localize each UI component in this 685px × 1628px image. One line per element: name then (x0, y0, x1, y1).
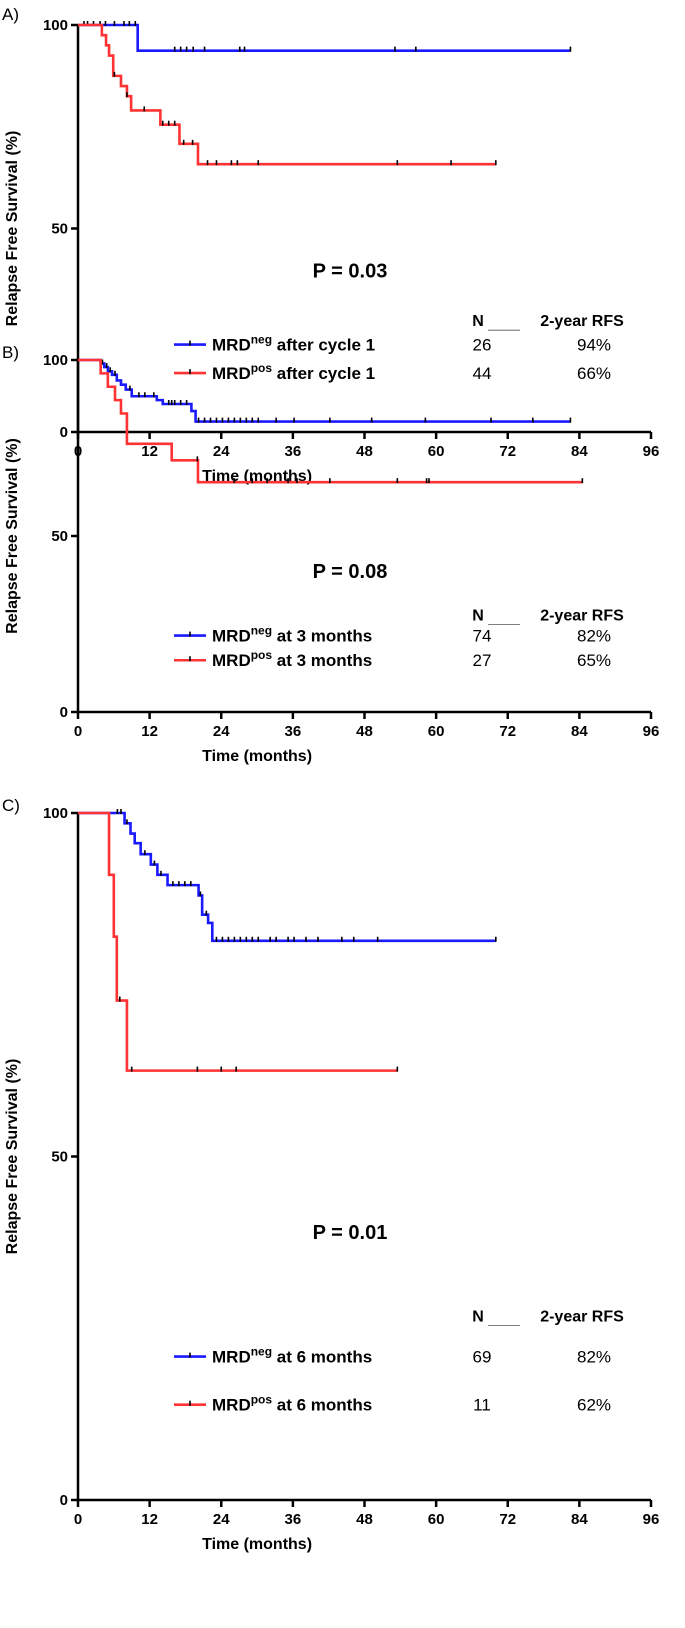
table-header-n: N (472, 1308, 484, 1325)
legend-rfs: 66% (577, 364, 611, 383)
km-curve-pos (78, 358, 583, 484)
y-tick-label: 50 (51, 221, 68, 238)
legend-n: 44 (473, 364, 492, 383)
legend-n: 27 (473, 651, 492, 670)
legend-rfs: 62% (577, 1396, 611, 1415)
x-tick-label: 72 (499, 443, 516, 460)
x-tick-label: 36 (285, 723, 302, 740)
series-neg (78, 21, 572, 52)
x-tick-label: 24 (213, 723, 230, 740)
legend-rfs: 94% (577, 336, 611, 355)
series-pos (78, 358, 584, 484)
y-tick-label: 100 (43, 352, 68, 369)
p-value: P = 0.08 (313, 561, 388, 583)
y-axis-title: Relapse Free Survival (%) (4, 1059, 21, 1255)
table-header-rfs: 2-year RFS (540, 607, 624, 624)
x-axis-title: Time (months) (202, 748, 312, 765)
y-tick-label: 0 (60, 1492, 68, 1509)
panel-label: B) (2, 343, 19, 362)
legend-label: MRDpos at 6 months (212, 1393, 372, 1415)
x-tick-label: 0 (74, 723, 82, 740)
x-axis-title: Time (months) (202, 1536, 312, 1553)
legend-n: 69 (473, 1348, 492, 1367)
x-tick-label: 12 (141, 1511, 158, 1528)
x-tick-label: 48 (356, 723, 373, 740)
legend-label: MRDneg after cycle 1 (212, 333, 375, 355)
p-value: P = 0.03 (313, 260, 388, 282)
x-tick-label: 96 (643, 723, 660, 740)
y-tick-label: 0 (60, 704, 68, 721)
legend-n: 11 (473, 1396, 491, 1415)
x-tick-label: 60 (428, 443, 445, 460)
panel-c: C) 0 50 100 0 12 24 36 48 60 72 84 96 Relapse Free Su… (2, 796, 659, 1553)
y-axis-title: Relapse Free Survival (%) (4, 438, 21, 634)
x-tick-label: 96 (643, 1511, 660, 1528)
series-pos (78, 811, 399, 1072)
legend-label: MRDpos at 3 months (212, 648, 372, 670)
panel-b: B) 0 50 100 0 12 24 36 48 60 72 84 96 Relapse Free Su… (2, 343, 659, 765)
p-value: P = 0.01 (313, 1222, 388, 1244)
x-tick-label: 84 (571, 723, 588, 740)
x-tick-label: 60 (428, 723, 445, 740)
x-tick-label: 12 (141, 443, 158, 460)
legend-item-neg: MRDneg at 3 months 74 82% (174, 624, 611, 646)
x-tick-label: 24 (213, 443, 230, 460)
y-tick-label: 50 (51, 1149, 68, 1166)
panel-label: C) (2, 796, 20, 815)
km-curve-pos (78, 811, 398, 1072)
km-curve-neg (78, 23, 571, 52)
y-tick-label: 100 (43, 17, 68, 34)
x-tick-label: 0 (74, 1511, 82, 1528)
y-tick-label: 0 (60, 424, 68, 441)
x-tick-label: 48 (356, 1511, 373, 1528)
table-header-rfs: 2-year RFS (540, 1308, 624, 1325)
table-header-n: N (472, 607, 484, 624)
legend-item-neg: MRDneg at 6 months 69 82% (174, 1345, 611, 1367)
x-tick-label: 60 (428, 1511, 445, 1528)
table-header-n: N (472, 313, 484, 330)
x-tick-label: 72 (499, 723, 516, 740)
series-neg (78, 809, 497, 943)
x-axis-title: Time (months) (202, 468, 312, 485)
series-pos (78, 23, 497, 166)
legend-label: MRDneg at 3 months (212, 624, 372, 646)
km-curve-pos (78, 23, 496, 166)
x-tick-label: 84 (571, 1511, 588, 1528)
x-tick-label: 72 (499, 1511, 516, 1528)
legend-item-pos: MRDpos at 6 months 11 62% (174, 1393, 611, 1415)
panel-label: A) (2, 5, 19, 24)
x-tick-label: 96 (643, 443, 660, 460)
legend-rfs: 82% (577, 627, 611, 646)
legend-item-neg: MRDneg after cycle 1 26 94% (174, 333, 611, 355)
legend-label: MRDneg at 6 months (212, 1345, 372, 1367)
series-neg (78, 358, 572, 423)
legend-item-pos: MRDpos at 3 months 27 65% (174, 648, 611, 670)
legend-label: MRDpos after cycle 1 (212, 361, 375, 383)
y-axis-title: Relapse Free Survival (%) (4, 131, 21, 327)
x-tick-label: 12 (141, 723, 158, 740)
legend-rfs: 82% (577, 1348, 611, 1367)
km-curve-neg (78, 811, 496, 943)
x-tick-label: 84 (571, 443, 588, 460)
table-header-rfs: 2-year RFS (540, 313, 624, 330)
y-tick-label: 50 (51, 528, 68, 545)
legend-item-pos: MRDpos after cycle 1 44 66% (174, 361, 611, 383)
x-tick-label: 36 (285, 443, 302, 460)
x-tick-label: 48 (356, 443, 373, 460)
x-tick-label: 36 (285, 1511, 302, 1528)
x-tick-label: 24 (213, 1511, 230, 1528)
legend-n: 74 (473, 627, 492, 646)
y-tick-label: 100 (43, 805, 68, 822)
legend-rfs: 65% (577, 651, 611, 670)
legend-n: 26 (473, 336, 492, 355)
